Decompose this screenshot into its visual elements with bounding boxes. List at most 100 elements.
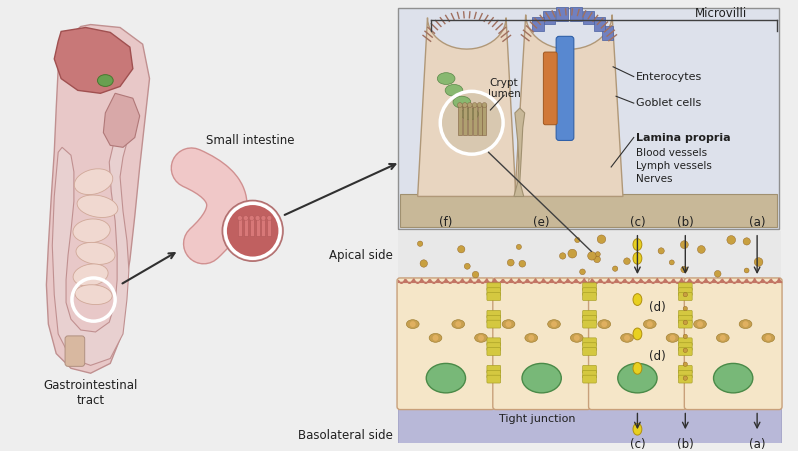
Circle shape — [506, 321, 512, 327]
Circle shape — [468, 103, 472, 107]
Circle shape — [658, 248, 664, 254]
Circle shape — [683, 306, 687, 311]
Circle shape — [575, 237, 580, 243]
Circle shape — [727, 235, 736, 244]
Text: Enterocytes: Enterocytes — [636, 72, 702, 82]
FancyBboxPatch shape — [678, 283, 692, 291]
Bar — [250, 218, 254, 236]
Circle shape — [410, 321, 416, 327]
FancyBboxPatch shape — [583, 283, 596, 291]
Text: (c): (c) — [630, 216, 646, 230]
Circle shape — [754, 258, 763, 266]
Bar — [262, 218, 266, 236]
Text: Tight junction: Tight junction — [499, 414, 575, 424]
Circle shape — [464, 263, 470, 269]
FancyBboxPatch shape — [678, 288, 692, 296]
FancyArrowPatch shape — [192, 168, 227, 244]
Ellipse shape — [633, 294, 642, 305]
Text: Gastrointestinal
tract: Gastrointestinal tract — [43, 379, 138, 407]
Ellipse shape — [452, 320, 464, 328]
Bar — [602, 26, 614, 40]
Circle shape — [568, 249, 577, 258]
Ellipse shape — [618, 364, 657, 393]
Circle shape — [551, 321, 557, 327]
Circle shape — [714, 271, 721, 277]
Text: Lymph vessels: Lymph vessels — [636, 161, 712, 171]
Bar — [570, 7, 582, 21]
Circle shape — [579, 269, 586, 275]
Ellipse shape — [429, 333, 442, 342]
Ellipse shape — [461, 108, 479, 120]
Circle shape — [457, 103, 462, 107]
Circle shape — [743, 321, 749, 327]
FancyBboxPatch shape — [583, 320, 596, 328]
Circle shape — [681, 241, 689, 249]
FancyBboxPatch shape — [678, 375, 692, 383]
Circle shape — [683, 320, 687, 325]
Circle shape — [261, 216, 266, 221]
Text: Lamina propria: Lamina propria — [636, 133, 730, 143]
FancyBboxPatch shape — [678, 365, 692, 373]
FancyBboxPatch shape — [678, 293, 692, 300]
FancyBboxPatch shape — [678, 320, 692, 328]
Ellipse shape — [633, 328, 642, 340]
FancyBboxPatch shape — [583, 293, 596, 300]
Bar — [398, 231, 781, 280]
Circle shape — [225, 203, 280, 258]
Ellipse shape — [77, 195, 118, 217]
FancyBboxPatch shape — [678, 348, 692, 355]
Circle shape — [681, 266, 687, 273]
Circle shape — [482, 103, 487, 107]
Circle shape — [508, 259, 514, 266]
FancyBboxPatch shape — [583, 375, 596, 383]
Bar — [594, 17, 606, 31]
Polygon shape — [104, 93, 140, 147]
Bar — [543, 11, 555, 24]
Text: Nerves: Nerves — [636, 174, 672, 184]
Bar — [483, 105, 487, 134]
FancyBboxPatch shape — [487, 348, 500, 355]
Bar — [583, 11, 595, 24]
Circle shape — [519, 260, 526, 267]
Circle shape — [670, 335, 675, 341]
FancyBboxPatch shape — [487, 320, 500, 328]
Bar — [238, 218, 242, 236]
FancyBboxPatch shape — [487, 375, 500, 383]
Circle shape — [472, 103, 477, 107]
Circle shape — [683, 362, 687, 366]
FancyBboxPatch shape — [583, 348, 596, 355]
FancyBboxPatch shape — [589, 278, 686, 410]
Ellipse shape — [522, 364, 561, 393]
Circle shape — [602, 321, 607, 327]
Text: (f): (f) — [439, 216, 452, 230]
Text: Apical side: Apical side — [330, 249, 393, 262]
Ellipse shape — [633, 253, 642, 264]
FancyBboxPatch shape — [678, 315, 692, 323]
Circle shape — [477, 103, 482, 107]
Ellipse shape — [598, 320, 610, 328]
Bar — [400, 194, 777, 227]
Circle shape — [528, 335, 534, 341]
Ellipse shape — [74, 169, 113, 194]
Ellipse shape — [547, 320, 560, 328]
Polygon shape — [515, 15, 623, 197]
Text: (c): (c) — [630, 438, 646, 451]
Ellipse shape — [475, 333, 488, 342]
Ellipse shape — [75, 285, 113, 304]
Circle shape — [516, 244, 521, 249]
Circle shape — [574, 335, 579, 341]
Circle shape — [670, 260, 674, 265]
Circle shape — [440, 92, 503, 154]
Bar — [244, 218, 247, 236]
Bar — [477, 105, 481, 134]
Circle shape — [683, 334, 687, 339]
FancyBboxPatch shape — [583, 338, 596, 346]
Circle shape — [720, 335, 725, 341]
Circle shape — [745, 268, 749, 273]
FancyBboxPatch shape — [487, 370, 500, 378]
FancyBboxPatch shape — [583, 343, 596, 350]
Ellipse shape — [73, 264, 108, 286]
Ellipse shape — [502, 320, 515, 328]
Circle shape — [456, 321, 461, 327]
Ellipse shape — [762, 333, 775, 342]
